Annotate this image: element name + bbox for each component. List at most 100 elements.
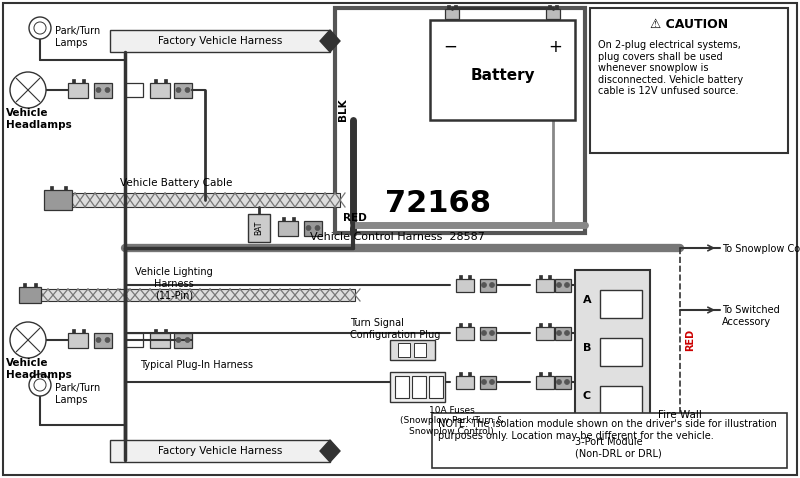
Polygon shape bbox=[320, 30, 340, 52]
Text: 10A Fuses
(Snowplow Park/Turn &
Snowplow Control): 10A Fuses (Snowplow Park/Turn & Snowplow… bbox=[400, 406, 504, 436]
Bar bbox=[291, 217, 294, 220]
Bar bbox=[539, 323, 542, 326]
Circle shape bbox=[557, 380, 562, 384]
Circle shape bbox=[557, 282, 562, 287]
Bar bbox=[23, 283, 26, 287]
Bar bbox=[480, 326, 496, 339]
Circle shape bbox=[176, 337, 181, 343]
Circle shape bbox=[105, 87, 110, 93]
Text: B: B bbox=[583, 343, 591, 353]
Bar bbox=[555, 5, 558, 9]
Bar bbox=[19, 287, 41, 303]
Text: To Snowplow Control: To Snowplow Control bbox=[722, 244, 800, 254]
Bar bbox=[459, 371, 462, 376]
Bar bbox=[447, 5, 450, 9]
Bar bbox=[398, 343, 410, 357]
Bar bbox=[71, 78, 74, 83]
Bar bbox=[468, 371, 471, 376]
Text: Factory Vehicle Harness: Factory Vehicle Harness bbox=[158, 36, 282, 46]
Bar bbox=[163, 328, 166, 333]
Circle shape bbox=[557, 330, 562, 336]
Bar bbox=[282, 217, 285, 220]
Circle shape bbox=[96, 87, 101, 93]
Text: −: − bbox=[443, 38, 457, 56]
Bar bbox=[55, 193, 340, 207]
Bar bbox=[94, 333, 112, 348]
Circle shape bbox=[482, 282, 486, 287]
Bar bbox=[174, 83, 192, 98]
Text: Typical Plug-In Harness: Typical Plug-In Harness bbox=[140, 360, 253, 370]
Text: To Switched
Accessory: To Switched Accessory bbox=[722, 305, 780, 326]
Bar bbox=[430, 20, 575, 120]
Circle shape bbox=[34, 22, 46, 34]
Circle shape bbox=[176, 87, 181, 93]
Circle shape bbox=[185, 87, 190, 93]
Text: Factory Vehicle Harness: Factory Vehicle Harness bbox=[158, 446, 282, 456]
Text: Battery: Battery bbox=[470, 67, 535, 83]
Circle shape bbox=[565, 330, 570, 336]
Circle shape bbox=[490, 380, 494, 384]
Bar bbox=[548, 323, 551, 326]
Bar bbox=[555, 326, 571, 339]
Text: Vehicle Lighting
Harness
(11-Pin): Vehicle Lighting Harness (11-Pin) bbox=[135, 267, 213, 300]
Bar bbox=[395, 376, 409, 398]
Circle shape bbox=[490, 282, 494, 287]
Bar bbox=[600, 338, 642, 366]
Bar bbox=[68, 83, 88, 98]
Bar bbox=[456, 376, 474, 389]
Bar bbox=[468, 323, 471, 326]
Bar bbox=[456, 326, 474, 339]
Circle shape bbox=[482, 330, 486, 336]
Bar bbox=[71, 328, 74, 333]
Bar bbox=[546, 9, 560, 19]
Text: 3-Port Module
(Non-DRL or DRL): 3-Port Module (Non-DRL or DRL) bbox=[575, 437, 662, 458]
Circle shape bbox=[565, 380, 570, 384]
Bar bbox=[125, 333, 143, 347]
Bar bbox=[82, 328, 85, 333]
Bar bbox=[600, 386, 642, 414]
Bar bbox=[94, 83, 112, 98]
Bar bbox=[174, 333, 192, 348]
Circle shape bbox=[10, 322, 46, 358]
Text: RED: RED bbox=[685, 329, 695, 351]
Bar bbox=[548, 371, 551, 376]
Bar bbox=[555, 376, 571, 389]
Bar bbox=[150, 83, 170, 98]
Text: Park/Turn
Lamps: Park/Turn Lamps bbox=[55, 383, 100, 404]
Bar bbox=[125, 83, 143, 97]
Text: A: A bbox=[582, 295, 591, 305]
Bar bbox=[150, 333, 170, 348]
Text: Vehicle Control Harness  28587: Vehicle Control Harness 28587 bbox=[310, 232, 485, 242]
Circle shape bbox=[482, 380, 486, 384]
Text: NOTE: The isolation module shown on the driver's side for illustration
purposes : NOTE: The isolation module shown on the … bbox=[438, 419, 777, 441]
Circle shape bbox=[315, 226, 320, 230]
Bar bbox=[163, 78, 166, 83]
Bar bbox=[454, 5, 457, 9]
Bar bbox=[456, 279, 474, 292]
Text: Park/Turn
Lamps: Park/Turn Lamps bbox=[55, 26, 100, 48]
Bar bbox=[536, 326, 554, 339]
Bar bbox=[120, 289, 355, 301]
Bar bbox=[278, 220, 298, 236]
Bar bbox=[28, 289, 125, 301]
Bar bbox=[390, 372, 445, 402]
Circle shape bbox=[565, 282, 570, 287]
Circle shape bbox=[185, 337, 190, 343]
Bar bbox=[34, 283, 37, 287]
Bar bbox=[414, 343, 426, 357]
Bar bbox=[459, 323, 462, 326]
Text: Vehicle
Headlamps: Vehicle Headlamps bbox=[6, 108, 72, 130]
Circle shape bbox=[490, 330, 494, 336]
Text: Fire Wall: Fire Wall bbox=[658, 410, 702, 420]
Bar bbox=[44, 190, 72, 210]
Bar bbox=[335, 8, 585, 233]
Polygon shape bbox=[320, 440, 340, 462]
Bar bbox=[536, 376, 554, 389]
Bar bbox=[50, 186, 53, 190]
Bar bbox=[154, 78, 157, 83]
Bar bbox=[110, 440, 330, 462]
Text: 72168: 72168 bbox=[385, 188, 491, 217]
Bar bbox=[248, 214, 270, 242]
Text: BAT: BAT bbox=[254, 221, 263, 235]
Bar bbox=[459, 274, 462, 279]
